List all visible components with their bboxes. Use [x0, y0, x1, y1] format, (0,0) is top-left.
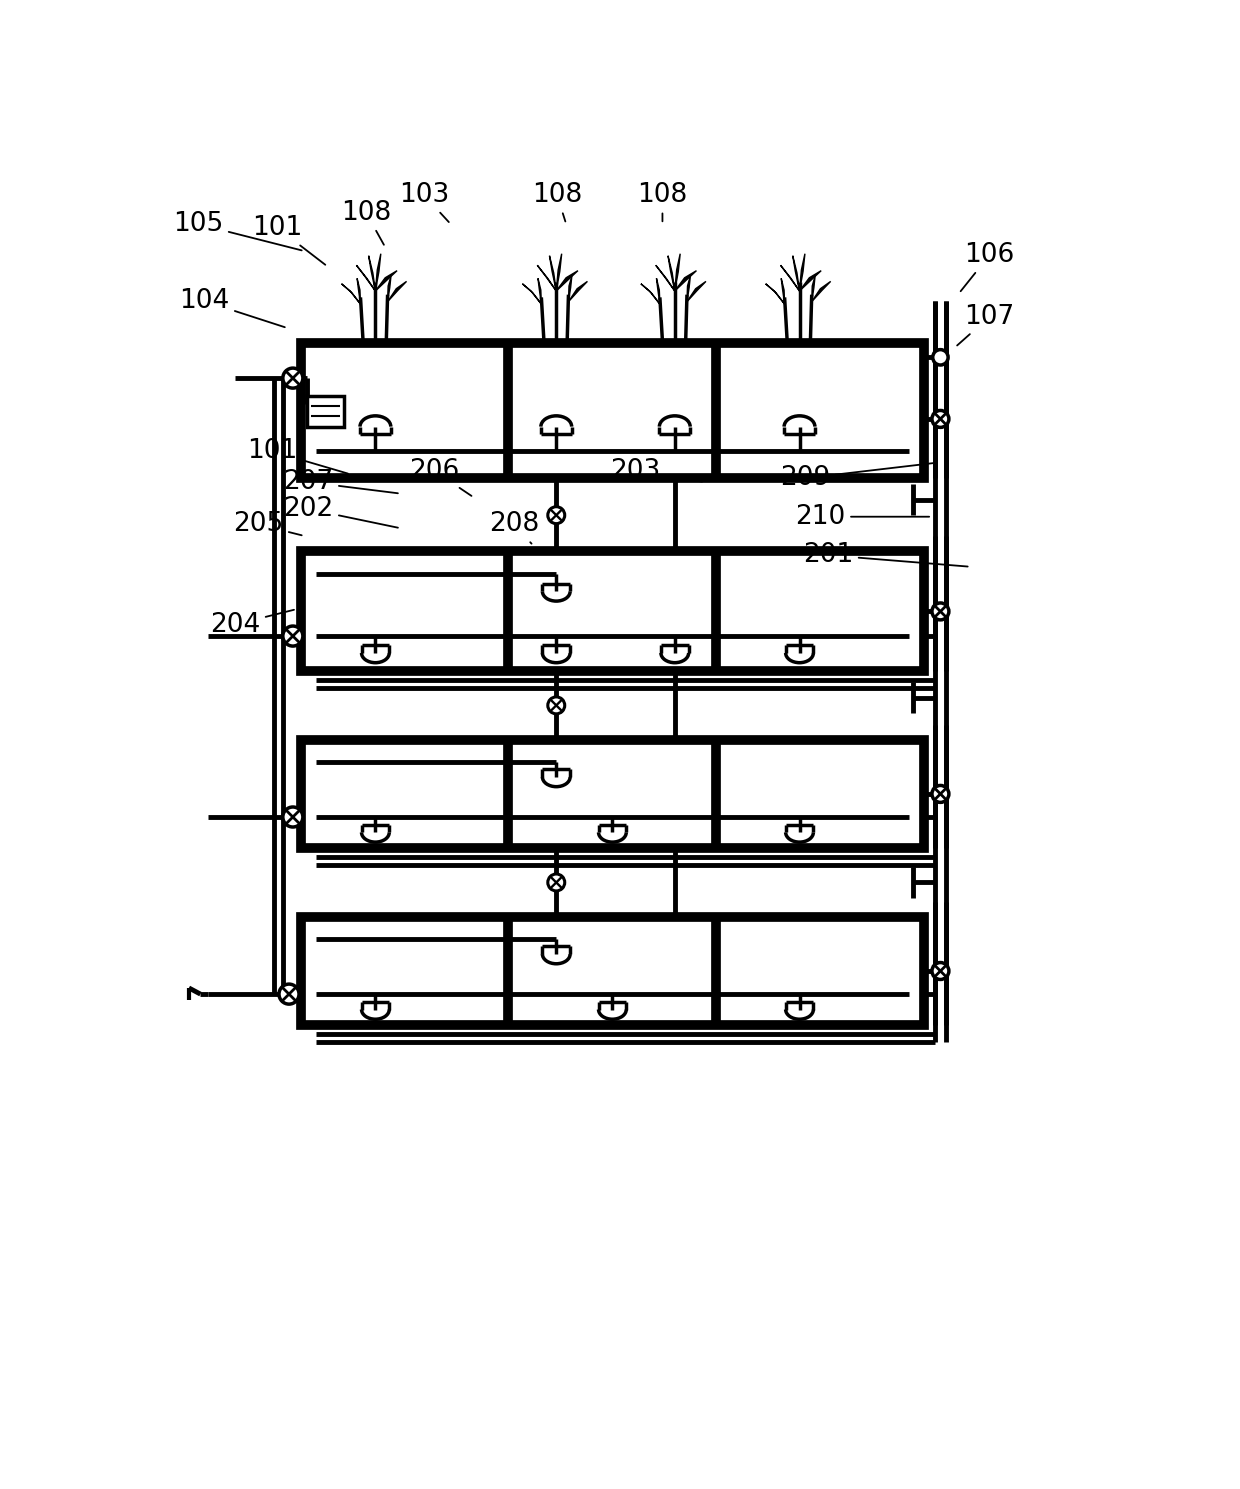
Polygon shape [687, 275, 691, 302]
Circle shape [932, 411, 949, 427]
Circle shape [932, 962, 949, 980]
Text: 210: 210 [795, 503, 929, 530]
Circle shape [932, 603, 949, 619]
Text: 104: 104 [179, 287, 285, 328]
Polygon shape [687, 281, 706, 302]
Bar [300, 740, 924, 847]
Bar [306, 396, 343, 427]
Polygon shape [376, 271, 397, 290]
Polygon shape [656, 265, 675, 290]
Bar [300, 344, 924, 478]
Circle shape [548, 874, 564, 890]
Polygon shape [557, 271, 578, 290]
Text: 204: 204 [210, 610, 294, 637]
Circle shape [283, 625, 303, 646]
Polygon shape [656, 278, 660, 304]
Text: 101: 101 [252, 214, 325, 265]
Polygon shape [765, 284, 785, 304]
Circle shape [548, 697, 564, 713]
Polygon shape [537, 265, 557, 290]
Text: 209: 209 [780, 463, 932, 491]
Circle shape [932, 785, 949, 803]
Text: 205: 205 [233, 511, 301, 538]
Text: 108: 108 [532, 182, 582, 222]
Polygon shape [675, 271, 697, 290]
Text: 108: 108 [637, 182, 687, 222]
Circle shape [283, 368, 303, 389]
Polygon shape [356, 265, 376, 290]
Polygon shape [812, 281, 831, 302]
Polygon shape [800, 271, 821, 290]
Polygon shape [549, 256, 557, 290]
Bar [300, 917, 924, 1024]
Polygon shape [568, 275, 572, 302]
Polygon shape [538, 278, 542, 304]
Polygon shape [800, 253, 805, 290]
Polygon shape [557, 253, 562, 290]
Text: 202: 202 [283, 496, 398, 527]
Polygon shape [368, 256, 376, 290]
Text: 201: 201 [802, 542, 967, 569]
Polygon shape [357, 278, 361, 304]
Text: 108: 108 [341, 200, 391, 244]
Text: 203: 203 [610, 457, 702, 484]
Text: 101: 101 [247, 438, 348, 474]
Polygon shape [388, 275, 391, 302]
Text: 106: 106 [961, 241, 1014, 292]
Polygon shape [388, 281, 407, 302]
Polygon shape [812, 275, 815, 302]
Polygon shape [376, 253, 381, 290]
Text: 107: 107 [957, 304, 1014, 345]
Circle shape [932, 350, 949, 365]
Polygon shape [675, 253, 681, 290]
Circle shape [548, 506, 564, 524]
Text: 207: 207 [283, 469, 398, 494]
Polygon shape [792, 256, 800, 290]
Circle shape [279, 984, 299, 1004]
Polygon shape [780, 265, 800, 290]
Polygon shape [641, 284, 660, 304]
Circle shape [283, 807, 303, 826]
Text: 208: 208 [489, 511, 539, 543]
Bar [300, 551, 924, 670]
Polygon shape [568, 281, 588, 302]
Text: 103: 103 [398, 182, 449, 222]
Text: 206: 206 [409, 457, 471, 496]
Text: 105: 105 [174, 211, 301, 250]
Polygon shape [668, 256, 675, 290]
Polygon shape [341, 284, 361, 304]
Polygon shape [781, 278, 785, 304]
Polygon shape [522, 284, 542, 304]
